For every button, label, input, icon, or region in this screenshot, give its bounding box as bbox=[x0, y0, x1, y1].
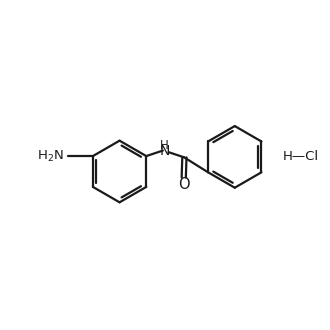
Text: O: O bbox=[178, 177, 189, 192]
Text: H: H bbox=[160, 139, 169, 152]
Text: N: N bbox=[159, 144, 170, 158]
Text: H—Cl: H—Cl bbox=[283, 150, 319, 163]
Text: H$_2$N: H$_2$N bbox=[37, 148, 64, 164]
